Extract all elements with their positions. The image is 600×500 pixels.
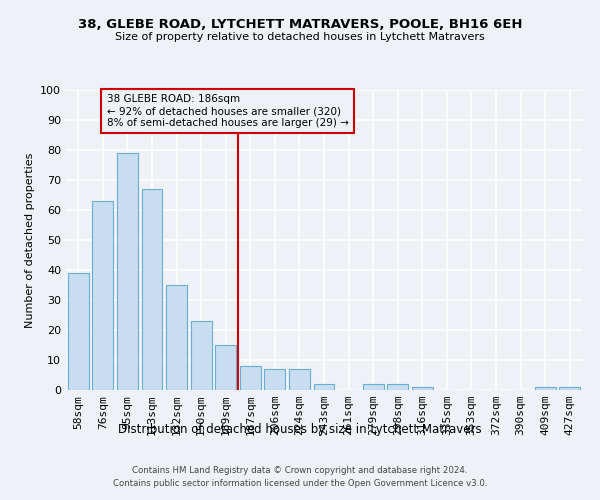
Text: Contains HM Land Registry data © Crown copyright and database right 2024.
Contai: Contains HM Land Registry data © Crown c…: [113, 466, 487, 487]
Bar: [289, 369, 310, 390]
Bar: [362, 384, 383, 390]
Bar: [265, 369, 286, 390]
Bar: [387, 384, 408, 390]
Bar: [314, 384, 334, 390]
Bar: [240, 366, 261, 390]
Bar: [142, 189, 163, 390]
Text: 38 GLEBE ROAD: 186sqm
← 92% of detached houses are smaller (320)
8% of semi-deta: 38 GLEBE ROAD: 186sqm ← 92% of detached …: [107, 94, 349, 128]
Text: 38, GLEBE ROAD, LYTCHETT MATRAVERS, POOLE, BH16 6EH: 38, GLEBE ROAD, LYTCHETT MATRAVERS, POOL…: [78, 18, 522, 30]
Bar: [191, 321, 212, 390]
Bar: [535, 387, 556, 390]
Bar: [412, 387, 433, 390]
Y-axis label: Number of detached properties: Number of detached properties: [25, 152, 35, 328]
Bar: [68, 273, 89, 390]
Text: Size of property relative to detached houses in Lytchett Matravers: Size of property relative to detached ho…: [115, 32, 485, 42]
Bar: [92, 201, 113, 390]
Bar: [166, 285, 187, 390]
Bar: [117, 153, 138, 390]
Bar: [215, 345, 236, 390]
Bar: [559, 387, 580, 390]
Text: Distribution of detached houses by size in Lytchett Matravers: Distribution of detached houses by size …: [118, 422, 482, 436]
